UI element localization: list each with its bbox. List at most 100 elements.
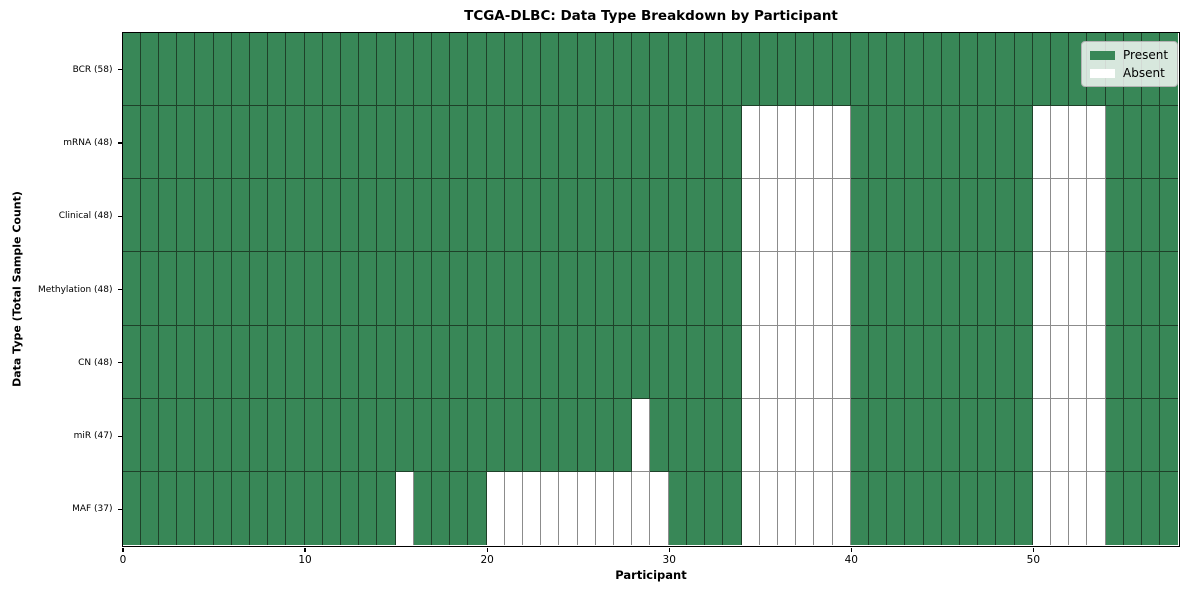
matrix-cell bbox=[195, 398, 214, 473]
matrix-cell bbox=[941, 105, 961, 180]
matrix-cell bbox=[158, 398, 178, 473]
matrix-cell bbox=[777, 472, 797, 546]
matrix-cell bbox=[668, 32, 687, 106]
matrix-cell bbox=[286, 472, 305, 546]
matrix-cell bbox=[286, 105, 305, 180]
matrix-cell bbox=[213, 472, 232, 546]
matrix-cell bbox=[486, 472, 505, 546]
matrix-cell bbox=[523, 398, 542, 473]
matrix-cell bbox=[177, 105, 196, 180]
matrix-cell bbox=[814, 179, 833, 253]
matrix-cell bbox=[686, 179, 706, 253]
matrix-cell bbox=[231, 179, 250, 253]
matrix-cell bbox=[686, 325, 706, 399]
matrix-cell bbox=[978, 32, 997, 106]
matrix-cell bbox=[1014, 32, 1033, 106]
x-tick-label: 40 bbox=[844, 553, 858, 566]
matrix-cell bbox=[686, 32, 706, 106]
matrix-cell bbox=[377, 105, 396, 180]
matrix-cell bbox=[340, 472, 360, 546]
matrix-cell bbox=[450, 252, 469, 326]
matrix-cell bbox=[468, 472, 487, 546]
matrix-cell bbox=[887, 32, 906, 106]
matrix-cell bbox=[523, 105, 542, 180]
matrix-cell bbox=[432, 398, 451, 473]
matrix-cell bbox=[140, 398, 159, 473]
matrix-cell bbox=[158, 179, 178, 253]
matrix-cell bbox=[304, 472, 323, 546]
matrix-cell bbox=[723, 32, 742, 106]
matrix-cell bbox=[832, 325, 851, 399]
legend-item-absent: Absent bbox=[1090, 67, 1168, 79]
x-tick-label: 10 bbox=[298, 553, 312, 566]
matrix-cell bbox=[231, 32, 250, 106]
matrix-cell bbox=[450, 32, 469, 106]
matrix-cell bbox=[213, 252, 232, 326]
matrix-cell bbox=[377, 472, 396, 546]
matrix-cell bbox=[1105, 252, 1124, 326]
matrix-cell bbox=[1087, 179, 1106, 253]
matrix-cell bbox=[413, 252, 433, 326]
matrix-cell bbox=[905, 472, 924, 546]
matrix-cell bbox=[1014, 325, 1033, 399]
matrix-cell bbox=[322, 398, 341, 473]
matrix-cell bbox=[941, 325, 961, 399]
matrix-cell bbox=[650, 325, 669, 399]
matrix-cell bbox=[723, 398, 742, 473]
matrix-cell bbox=[705, 179, 724, 253]
matrix-cell bbox=[359, 325, 378, 399]
matrix-cell bbox=[1051, 398, 1070, 473]
matrix-cell bbox=[868, 32, 888, 106]
matrix-cell bbox=[468, 105, 487, 180]
y-axis-title: Data Type (Total Sample Count) bbox=[10, 191, 24, 387]
matrix-cell bbox=[1069, 105, 1088, 180]
y-tick-label: miR (47) bbox=[73, 431, 113, 442]
matrix-cell bbox=[1014, 398, 1033, 473]
matrix-cell bbox=[832, 32, 851, 106]
matrix-grid bbox=[122, 32, 1179, 546]
matrix-cell bbox=[486, 252, 505, 326]
matrix-cell bbox=[960, 398, 979, 473]
matrix-cell bbox=[468, 325, 487, 399]
matrix-cell bbox=[595, 179, 615, 253]
matrix-cell bbox=[541, 252, 560, 326]
matrix-cell bbox=[158, 105, 178, 180]
matrix-cell bbox=[1051, 325, 1070, 399]
matrix-cell bbox=[814, 472, 833, 546]
matrix-cell bbox=[595, 472, 615, 546]
matrix-cell bbox=[887, 398, 906, 473]
matrix-cell bbox=[468, 252, 487, 326]
matrix-cell bbox=[741, 179, 760, 253]
matrix-cell bbox=[395, 398, 414, 473]
matrix-cell bbox=[632, 32, 651, 106]
matrix-cell bbox=[177, 252, 196, 326]
matrix-cell bbox=[614, 179, 633, 253]
matrix-cell bbox=[941, 32, 961, 106]
matrix-cell bbox=[340, 179, 360, 253]
y-tick-label: Clinical (48) bbox=[58, 211, 113, 222]
matrix-cell bbox=[978, 179, 997, 253]
matrix-cell bbox=[1087, 398, 1106, 473]
matrix-cell bbox=[122, 252, 141, 326]
matrix-cell bbox=[632, 105, 651, 180]
matrix-cell bbox=[377, 32, 396, 106]
matrix-cell bbox=[523, 32, 542, 106]
matrix-cell bbox=[504, 32, 524, 106]
matrix-cell bbox=[1123, 398, 1143, 473]
matrix-cell bbox=[1014, 472, 1033, 546]
matrix-cell bbox=[832, 398, 851, 473]
matrix-cell bbox=[777, 179, 797, 253]
matrix-cell bbox=[140, 252, 159, 326]
matrix-cell bbox=[814, 252, 833, 326]
matrix-cell bbox=[286, 398, 305, 473]
matrix-cell bbox=[1087, 252, 1106, 326]
matrix-cell bbox=[1032, 32, 1052, 106]
matrix-cell bbox=[504, 325, 524, 399]
matrix-cell bbox=[796, 105, 815, 180]
matrix-cell bbox=[413, 32, 433, 106]
matrix-cell bbox=[741, 32, 760, 106]
matrix-cell bbox=[213, 398, 232, 473]
y-tick-mark bbox=[117, 508, 122, 511]
legend-absent-label: Absent bbox=[1123, 66, 1165, 80]
matrix-cell bbox=[304, 179, 323, 253]
